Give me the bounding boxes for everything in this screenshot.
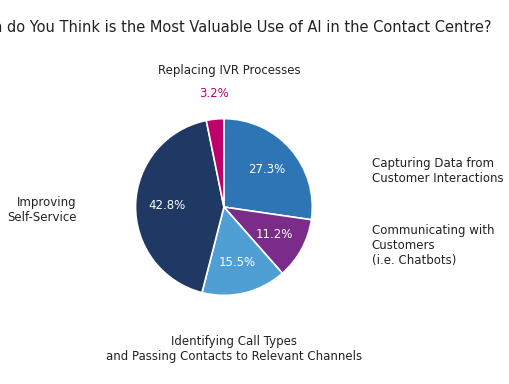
Wedge shape: [223, 207, 311, 273]
Text: Capturing Data from
Customer Interactions: Capturing Data from Customer Interaction…: [371, 157, 502, 185]
Wedge shape: [202, 207, 282, 295]
Text: Replacing IVR Processes: Replacing IVR Processes: [157, 64, 300, 77]
Wedge shape: [135, 121, 223, 293]
Text: 15.5%: 15.5%: [218, 256, 256, 269]
Text: Communicating with
Customers
(i.e. Chatbots): Communicating with Customers (i.e. Chatb…: [371, 224, 493, 267]
Text: 42.8%: 42.8%: [148, 199, 185, 212]
Wedge shape: [206, 119, 223, 207]
Text: 3.2%: 3.2%: [199, 87, 229, 99]
Text: Identifying Call Types
and Passing Contacts to Relevant Channels: Identifying Call Types and Passing Conta…: [106, 335, 362, 363]
Text: Improving
Self-Service: Improving Self-Service: [7, 196, 76, 224]
Title: Which do You Think is the Most Valuable Use of AI in the Contact Centre?: Which do You Think is the Most Valuable …: [0, 20, 490, 35]
Wedge shape: [223, 119, 312, 220]
Text: 11.2%: 11.2%: [255, 228, 292, 241]
Text: 27.3%: 27.3%: [248, 163, 285, 176]
